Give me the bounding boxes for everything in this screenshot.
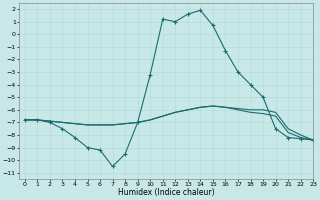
X-axis label: Humidex (Indice chaleur): Humidex (Indice chaleur) <box>117 188 214 197</box>
